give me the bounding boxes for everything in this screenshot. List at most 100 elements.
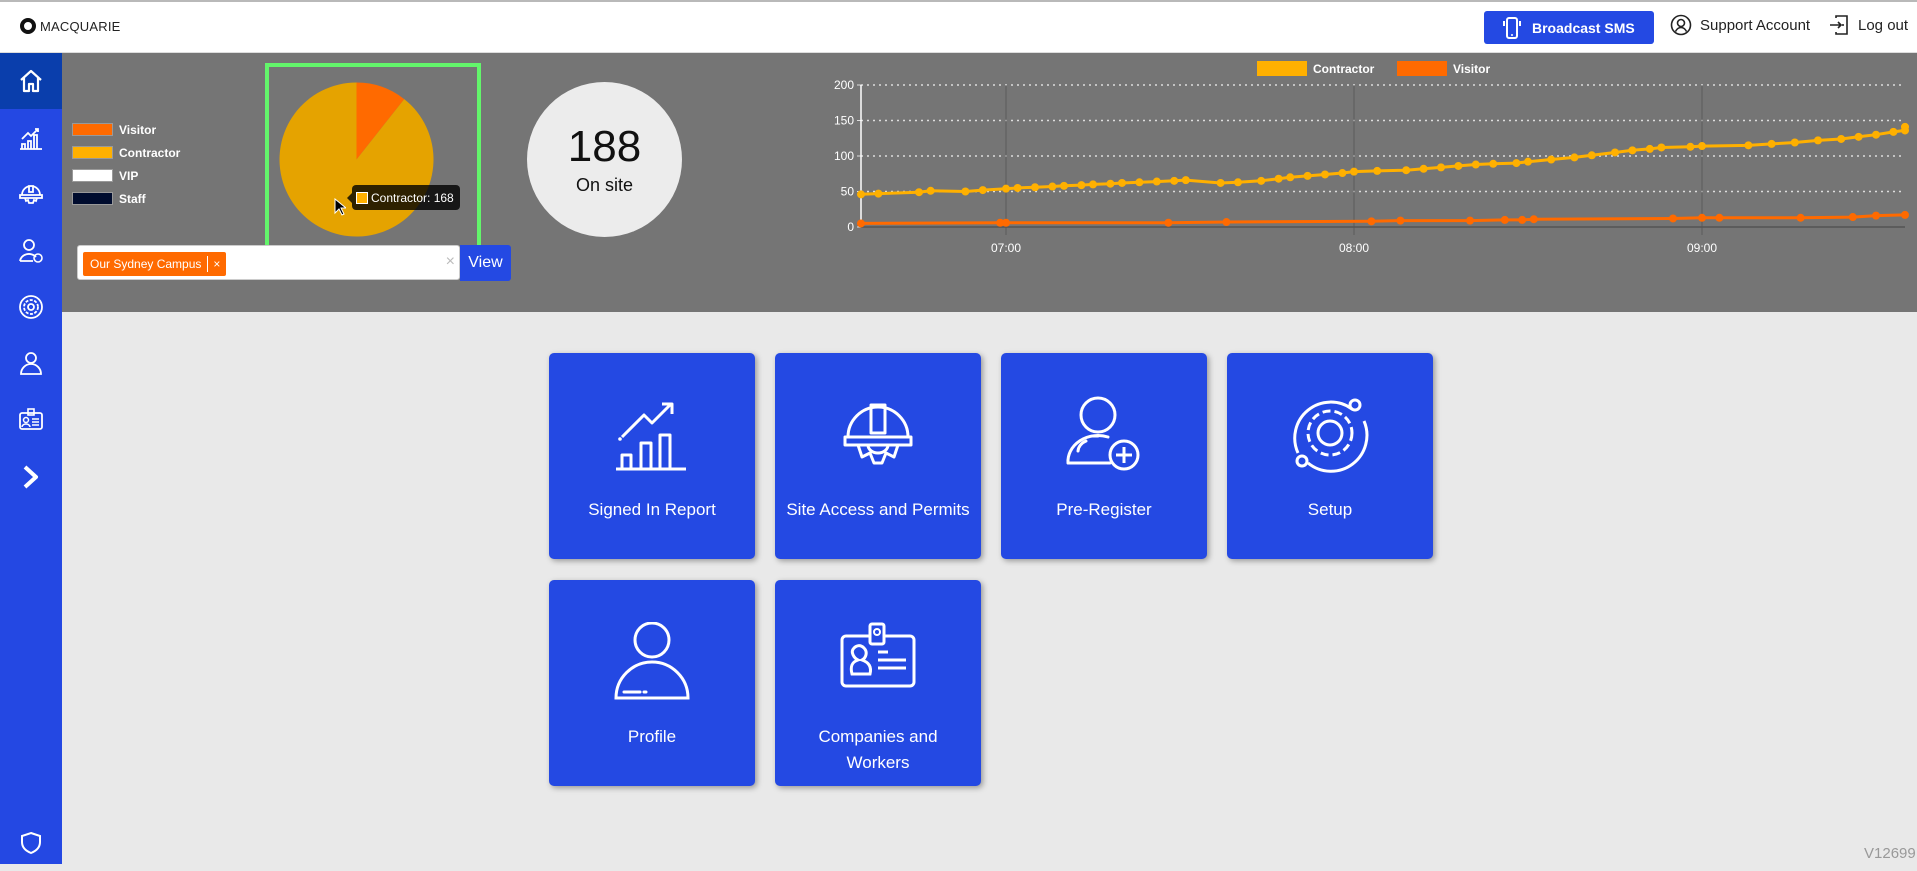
broadcast-sms-button[interactable]: Broadcast SMS [1484,11,1654,44]
sidebar-item-profile[interactable] [0,336,62,392]
data-point[interactable] [1234,178,1242,187]
data-point[interactable] [1396,216,1405,225]
data-point[interactable] [1002,184,1010,193]
tile-pre-register[interactable]: Pre-Register [1001,353,1207,559]
data-point[interactable] [857,219,865,228]
data-point[interactable] [1373,166,1382,175]
data-point[interactable] [1790,138,1799,147]
data-point[interactable] [1872,211,1880,220]
logo[interactable]: MACQUARIE [20,18,121,34]
data-point[interactable] [1657,143,1666,152]
data-point[interactable] [1587,151,1596,160]
data-point[interactable] [926,186,935,195]
data-point[interactable] [915,188,923,197]
data-point[interactable] [1796,213,1805,222]
data-point[interactable] [1669,214,1677,223]
series-line-visitor[interactable] [860,213,1906,225]
data-point[interactable] [1767,139,1776,148]
data-point[interactable] [1518,215,1527,224]
data-point[interactable] [1013,183,1022,192]
data-point[interactable] [1350,167,1358,176]
tile-site-access-permits[interactable]: Site Access and Permits [775,353,981,559]
tile-companies-workers[interactable]: Companies and Workers [775,580,981,786]
data-point[interactable] [1848,213,1857,222]
data-point[interactable] [1286,173,1295,182]
data-point[interactable] [1338,169,1347,178]
data-point[interactable] [1181,176,1190,185]
data-point[interactable] [1437,163,1445,172]
data-point[interactable] [1837,134,1846,143]
pie-slice-contractor[interactable] [279,82,434,237]
pie-chart[interactable] [279,82,434,237]
data-point[interactable] [1744,141,1753,150]
data-point[interactable] [1419,164,1428,173]
data-point[interactable] [1529,215,1538,224]
data-point[interactable] [1628,146,1637,155]
data-point[interactable] [1164,218,1173,227]
data-point[interactable] [1060,181,1068,190]
data-point[interactable] [1645,144,1654,153]
data-point[interactable] [1686,142,1695,151]
view-button[interactable]: View [460,245,511,281]
data-point[interactable] [1002,218,1010,227]
data-point[interactable] [1402,166,1411,175]
data-point[interactable] [996,218,1005,227]
data-point[interactable] [1715,213,1724,222]
data-point[interactable] [1872,130,1880,139]
data-point[interactable] [1500,215,1509,224]
data-point[interactable] [1524,157,1532,166]
tile-signed-in-report[interactable]: Signed In Report [549,353,755,559]
tile-setup[interactable]: Setup [1227,353,1433,559]
sidebar-item-security[interactable] [0,815,62,871]
data-point[interactable] [1152,177,1161,186]
tile-profile[interactable]: Profile [549,580,755,786]
data-point[interactable] [1466,216,1474,225]
line-chart[interactable]: Contractor Visitor 0 50 100 150 200 07:00 08:00 0… [790,55,1917,260]
data-point[interactable] [1489,159,1498,168]
data-point[interactable] [1814,136,1822,145]
data-point[interactable] [1089,180,1097,189]
data-point[interactable] [1901,122,1909,131]
data-point[interactable] [1889,127,1898,136]
data-point[interactable] [874,189,883,198]
data-point[interactable] [1854,132,1863,141]
data-point[interactable] [1698,213,1706,222]
support-account-link[interactable]: Support Account [1670,14,1810,36]
data-point[interactable] [1048,182,1057,191]
data-point[interactable] [1274,174,1283,183]
clear-selection-button[interactable]: × [445,253,455,270]
sidebar-item-home[interactable] [0,53,62,109]
sidebar-item-signed-in-report[interactable] [0,110,62,166]
data-point[interactable] [1611,148,1619,157]
data-point[interactable] [978,186,987,195]
logout-link[interactable]: Log out [1828,14,1908,36]
data-point[interactable] [1257,176,1266,185]
data-point[interactable] [1135,178,1144,187]
data-point[interactable] [961,187,970,196]
sidebar-item-companies[interactable] [0,392,62,448]
data-point[interactable] [1118,178,1126,187]
data-point[interactable] [1698,142,1706,151]
data-point[interactable] [1303,171,1312,180]
legend-item-visitor[interactable]: Visitor [72,118,180,141]
data-point[interactable] [1570,153,1579,162]
site-select-input[interactable]: Our Sydney Campus × × [77,245,460,280]
data-point[interactable] [1367,217,1376,226]
sidebar-item-setup[interactable] [0,279,62,335]
data-point[interactable] [1321,170,1329,179]
pie-slice-visitor[interactable] [356,82,405,160]
data-point[interactable] [1512,159,1521,168]
sidebar-item-expand[interactable] [0,449,62,505]
legend-item-staff[interactable]: Staff [72,187,180,210]
data-point[interactable] [857,190,865,199]
data-point[interactable] [1471,160,1480,169]
data-point[interactable] [1216,178,1225,187]
legend-item-contractor[interactable]: Contractor [72,141,180,164]
legend-item-vip[interactable]: VIP [72,164,180,187]
data-point[interactable] [1077,181,1086,190]
data-point[interactable] [1031,183,1039,192]
data-point[interactable] [1901,210,1909,219]
sidebar-item-pre-register[interactable] [0,223,62,279]
sidebar-item-site-access[interactable] [0,166,62,222]
data-point[interactable] [1106,179,1115,188]
